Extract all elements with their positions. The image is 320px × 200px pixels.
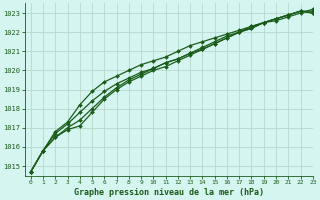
- X-axis label: Graphe pression niveau de la mer (hPa): Graphe pression niveau de la mer (hPa): [74, 188, 264, 197]
